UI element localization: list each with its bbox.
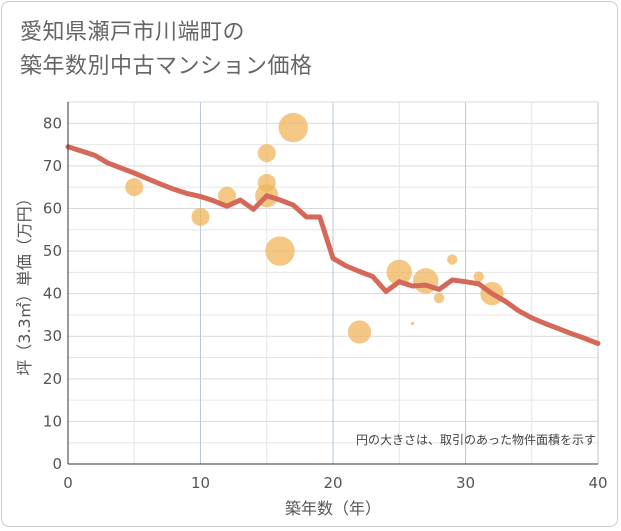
x-tick-label: 10: [191, 474, 210, 492]
bubble-point: [265, 236, 295, 266]
y-tick-label: 10: [43, 412, 62, 430]
bubble-point: [217, 186, 237, 205]
y-tick-label: 60: [43, 199, 62, 217]
x-tick-label: 20: [323, 474, 342, 492]
trend-line: [65, 144, 601, 346]
y-tick-label: 50: [43, 242, 62, 260]
bubble-point: [191, 207, 210, 226]
chart-title: 愛知県瀬戸市川端町の 築年数別中古マンション価格: [20, 16, 313, 84]
y-tick-label: 20: [43, 370, 62, 388]
bubble-point: [125, 178, 144, 197]
bubble-point: [347, 320, 372, 344]
tick-labels: 0 10 20 30 40 50 60 70 80 0 10 20 30 40: [43, 114, 608, 492]
size-note: 円の大きさは、取引のあった物件面積を示す: [356, 432, 596, 447]
bubble-point: [473, 271, 484, 282]
grid: [68, 101, 599, 464]
bubble-point: [410, 321, 415, 326]
y-tick-label: 40: [43, 285, 62, 303]
x-tick-label: 30: [456, 474, 475, 492]
x-axis-title: 築年数（年）: [285, 499, 381, 518]
bubble-point: [447, 254, 458, 265]
trend-line-group: [65, 144, 601, 346]
y-tick-label: 70: [43, 157, 62, 175]
x-tick-label: 0: [63, 474, 73, 492]
bubble-point: [386, 259, 412, 286]
bubbles: [125, 112, 504, 344]
bubble-point: [433, 292, 445, 304]
chart-title-line-1: 愛知県瀬戸市川端町の: [20, 20, 246, 45]
x-tick-label: 40: [588, 474, 607, 492]
axes: [67, 102, 598, 465]
y-tick-label: 30: [43, 327, 62, 345]
bubble-point: [278, 112, 308, 143]
bubble-point: [257, 144, 276, 163]
y-tick-label: 0: [52, 455, 62, 473]
y-tick-label: 80: [43, 114, 62, 132]
y-axis-title: 坪（3.3㎡）単価（万円）: [15, 190, 34, 375]
chart-title-line-2: 築年数別中古マンション価格: [20, 54, 313, 79]
